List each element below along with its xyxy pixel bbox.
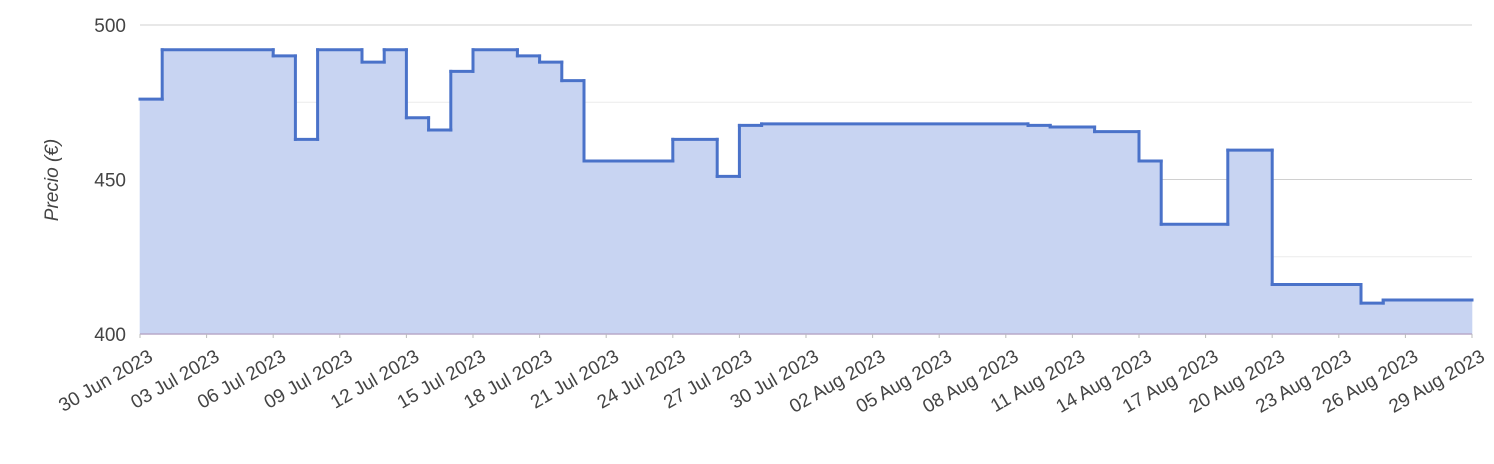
area-segment — [450, 71, 474, 335]
y-tick-label: 450 — [94, 171, 126, 192]
area-segment — [295, 139, 318, 335]
y-axis-label: Precio (€) — [42, 139, 63, 221]
area-segment — [272, 55, 296, 335]
area-segment — [672, 139, 718, 335]
area-segment — [1360, 302, 1384, 335]
area-segment — [1094, 131, 1140, 335]
y-tick-label: 400 — [94, 325, 126, 346]
area-segment — [1027, 125, 1051, 335]
area-segment — [317, 49, 363, 335]
area-segment — [383, 49, 407, 335]
area-segment — [1138, 160, 1162, 335]
area-segment — [1160, 224, 1229, 335]
area-segment — [1271, 284, 1362, 335]
area-segment — [361, 61, 385, 335]
area-segment — [539, 61, 563, 335]
area-segment — [583, 160, 674, 335]
y-tick-label: 500 — [94, 16, 126, 37]
area-segment — [1049, 126, 1095, 335]
area-segment — [716, 176, 740, 335]
area-segment — [761, 123, 1029, 335]
area-segment — [161, 49, 274, 335]
area-segment — [1227, 149, 1273, 335]
area-segment — [139, 98, 163, 335]
area-segment — [739, 125, 762, 335]
area-segment — [517, 55, 540, 335]
area-segment — [1382, 299, 1473, 335]
area-segment — [561, 80, 585, 335]
area-segment — [406, 117, 429, 335]
area-segment — [472, 49, 518, 335]
area-segment — [428, 129, 452, 335]
